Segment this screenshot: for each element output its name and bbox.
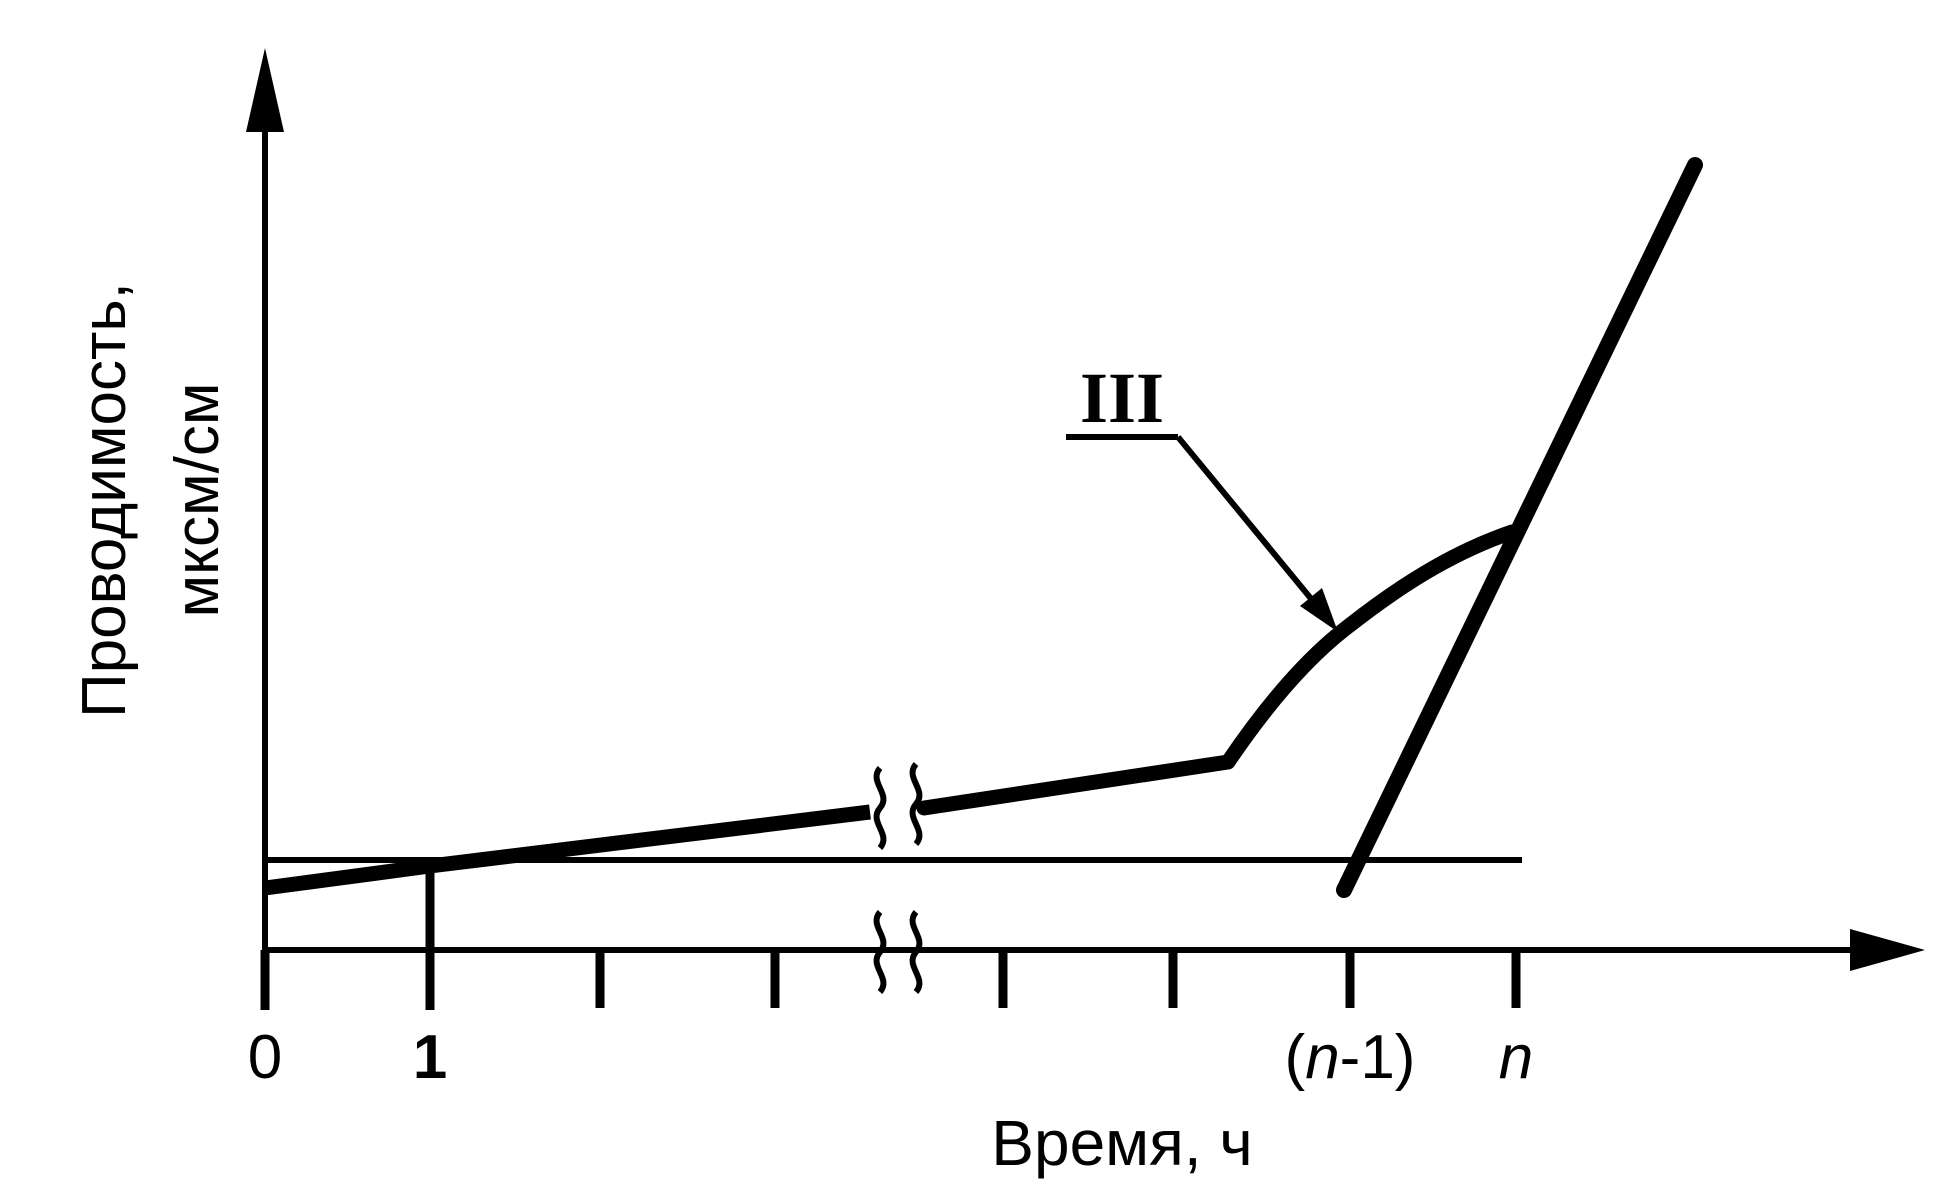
tick-label-n-minus-1-close: -1) xyxy=(1340,1023,1416,1092)
curve-iii-segment-2 xyxy=(916,524,1520,816)
tick-label-n-minus-1-var: n xyxy=(1305,1023,1339,1092)
annotation-label-iii: III xyxy=(1080,358,1164,438)
y-axis-label-line2: мксм/см xyxy=(163,383,232,618)
x-axis-label: Время, ч xyxy=(991,1107,1252,1179)
annotation-pointer-line xyxy=(1175,435,1325,614)
annotation-pointer-arrowhead xyxy=(1300,588,1338,632)
tick-label-1: 1 xyxy=(413,1023,447,1092)
y-axis-label-line1: Проводимость, xyxy=(70,282,139,718)
x-axis-break-marks xyxy=(873,910,923,994)
tick-label-0: 0 xyxy=(248,1023,282,1092)
curve-break-marks xyxy=(873,762,923,850)
y-axis-arrowhead xyxy=(246,48,284,132)
curve-iii-segment-1 xyxy=(264,804,871,896)
tangent-line xyxy=(1336,157,1703,898)
tick-label-n-minus-1-open: ( xyxy=(1285,1023,1306,1092)
x-axis-arrowhead xyxy=(1850,929,1925,971)
tick-label-n-minus-1: (n-1) xyxy=(1285,1023,1416,1092)
tick-label-n: n xyxy=(1499,1023,1533,1092)
x-axis-ticks xyxy=(260,862,1521,1010)
